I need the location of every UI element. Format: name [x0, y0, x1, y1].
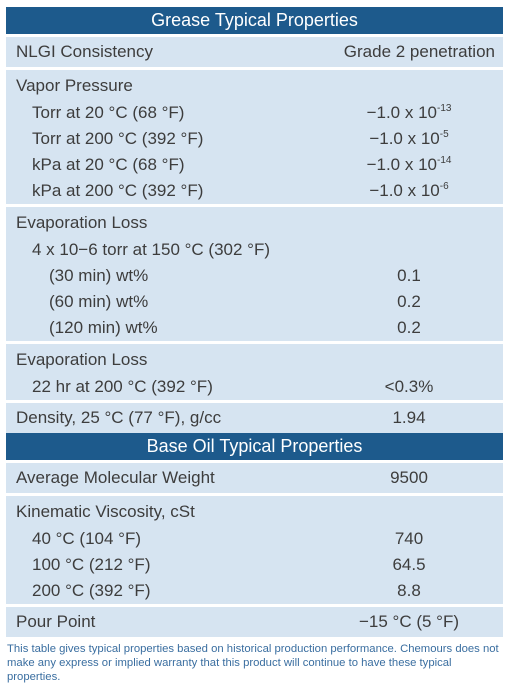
viscosity-value: 64.5	[392, 555, 426, 574]
divider	[6, 341, 503, 344]
vapor-value: −1.0 x 10-13	[366, 103, 452, 122]
divider	[6, 204, 503, 207]
viscosity-title: Kinematic Viscosity, cSt	[16, 502, 195, 521]
pour-point-label: Pour Point	[16, 612, 96, 631]
vapor-label: kPa at 200 °C (392 °F)	[32, 181, 204, 200]
evap2-label: 22 hr at 200 °C (392 °F)	[32, 377, 213, 396]
vapor-title: Vapor Pressure	[16, 76, 133, 95]
base-oil-header: Base Oil Typical Properties	[6, 433, 503, 460]
divider	[6, 604, 503, 607]
evap1-sub-row: 4 x 10−6 torr at 150 °C (302 °F)	[6, 237, 503, 263]
evap1-label: (120 min) wt%	[49, 318, 158, 337]
evap1-sub: 4 x 10−6 torr at 150 °C (302 °F)	[32, 240, 271, 259]
vapor-row: Torr at 20 °C (68 °F) −1.0 x 10-13	[6, 100, 503, 126]
mol-weight-row: Average Molecular Weight 9500	[6, 463, 503, 493]
vapor-value: −1.0 x 10-6	[369, 181, 449, 200]
vapor-row: Torr at 200 °C (392 °F) −1.0 x 10-5	[6, 126, 503, 152]
divider	[6, 400, 503, 403]
footnote: This table gives typical properties base…	[7, 643, 499, 683]
evap1-label: (60 min) wt%	[49, 292, 149, 311]
vapor-label: Torr at 20 °C (68 °F)	[32, 103, 185, 122]
vapor-title-row: Vapor Pressure	[6, 70, 503, 100]
evap2-row: 22 hr at 200 °C (392 °F) <0.3%	[6, 374, 503, 400]
viscosity-title-row: Kinematic Viscosity, cSt	[6, 496, 503, 526]
vapor-row: kPa at 20 °C (68 °F) −1.0 x 10-14	[6, 152, 503, 178]
viscosity-label: 100 °C (212 °F)	[32, 555, 151, 574]
viscosity-row: 40 °C (104 °F) 740	[6, 526, 503, 552]
vapor-value: −1.0 x 10-14	[366, 155, 452, 174]
viscosity-value: 740	[394, 529, 424, 548]
evap1-value: 0.1	[397, 266, 421, 285]
density-label: Density, 25 °C (77 °F), g/cc	[16, 408, 222, 427]
viscosity-label: 40 °C (104 °F)	[32, 529, 142, 548]
pour-point-row: Pour Point −15 °C (5 °F)	[6, 607, 503, 637]
evap1-value: 0.2	[397, 292, 421, 311]
nlgi-label: NLGI Consistency	[16, 42, 153, 61]
evap1-row: (30 min) wt% 0.1	[6, 263, 503, 289]
vapor-value: −1.0 x 10-5	[369, 129, 449, 148]
vapor-row: kPa at 200 °C (392 °F) −1.0 x 10-6	[6, 178, 503, 204]
nlgi-row: NLGI Consistency Grade 2 penetration	[6, 37, 503, 67]
viscosity-row: 100 °C (212 °F) 64.5	[6, 552, 503, 578]
divider	[6, 493, 503, 496]
evap1-title: Evaporation Loss	[16, 213, 148, 232]
density-value: 1.94	[392, 408, 426, 427]
divider	[6, 67, 503, 70]
nlgi-value: Grade 2 penetration	[343, 42, 495, 61]
evap1-value: 0.2	[397, 318, 421, 337]
evap2-title: Evaporation Loss	[16, 350, 148, 369]
mol-weight-value: 9500	[390, 468, 428, 487]
mol-weight-label: Average Molecular Weight	[16, 468, 215, 487]
properties-table: Grease Typical Properties NLGI Consisten…	[6, 7, 503, 637]
evap1-row: (120 min) wt% 0.2	[6, 315, 503, 341]
divider	[6, 460, 503, 463]
evap2-value: <0.3%	[384, 377, 434, 396]
evap1-title-row: Evaporation Loss	[6, 207, 503, 237]
evap2-title-row: Evaporation Loss	[6, 344, 503, 374]
evap1-row: (60 min) wt% 0.2	[6, 289, 503, 315]
viscosity-row: 200 °C (392 °F) 8.8	[6, 578, 503, 604]
divider	[6, 34, 503, 37]
pour-point-value: −15 °C (5 °F)	[358, 612, 460, 631]
density-row: Density, 25 °C (77 °F), g/cc 1.94	[6, 403, 503, 433]
viscosity-label: 200 °C (392 °F)	[32, 581, 151, 600]
evap1-label: (30 min) wt%	[49, 266, 149, 285]
vapor-label: Torr at 200 °C (392 °F)	[32, 129, 204, 148]
vapor-label: kPa at 20 °C (68 °F)	[32, 155, 185, 174]
viscosity-value: 8.8	[397, 581, 421, 600]
grease-header: Grease Typical Properties	[6, 7, 503, 34]
